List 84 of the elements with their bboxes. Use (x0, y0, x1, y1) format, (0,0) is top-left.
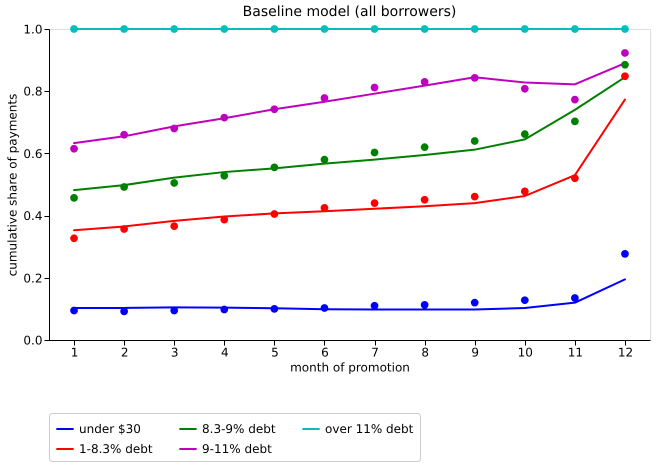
point (270, 164, 278, 172)
y-tick-label: 0.2 (23, 271, 42, 286)
point (320, 156, 328, 164)
point (370, 199, 378, 208)
point (320, 94, 328, 102)
x-tick-label: 2 (120, 346, 128, 360)
x-tick-label: 10 (518, 346, 533, 360)
point (120, 183, 128, 191)
point (170, 25, 178, 33)
x-tick-label: 1 (70, 346, 78, 360)
point (220, 216, 228, 224)
point (270, 305, 278, 313)
point (520, 130, 529, 138)
x-tick-label: 5 (271, 346, 279, 360)
point (220, 306, 228, 314)
legend-label: 8.3-9% debt (202, 422, 276, 436)
x-tick-label: 7 (371, 346, 379, 360)
y-axis-title: cumulative share of payments (5, 94, 20, 276)
legend-label: 1-8.3% debt (79, 442, 153, 456)
point (270, 25, 278, 33)
line-series (73, 98, 626, 232)
point (520, 296, 529, 304)
point (470, 298, 479, 307)
point (220, 114, 228, 122)
point (520, 187, 529, 196)
point (120, 225, 128, 233)
point (571, 174, 579, 182)
point (370, 148, 378, 156)
x-tick-label: 12 (618, 346, 634, 360)
point (470, 25, 479, 33)
point (120, 130, 128, 139)
point (420, 300, 428, 309)
point (420, 78, 428, 86)
point (520, 84, 529, 93)
y-tick-label: 0.8 (23, 84, 42, 99)
point (571, 96, 579, 104)
legend-label: under $30 (79, 422, 141, 436)
point (70, 234, 78, 242)
point (320, 25, 328, 33)
x-tick-label: 11 (568, 346, 584, 360)
point (220, 172, 228, 180)
point (220, 25, 228, 33)
y-tick-label: 0.0 (23, 334, 42, 348)
legend-label: 9-11% debt (202, 442, 272, 456)
point (170, 222, 178, 230)
point (320, 304, 328, 312)
point (420, 25, 428, 33)
point (170, 179, 178, 187)
point (621, 250, 629, 258)
point (70, 25, 78, 33)
point (621, 49, 629, 57)
point (420, 196, 428, 204)
x-tick-label: 3 (170, 346, 179, 360)
x-tick-label: 9 (471, 346, 480, 360)
point (70, 194, 78, 202)
y-tick-label: 0.4 (23, 209, 42, 224)
chart-title: Baseline model (all borrowers) (242, 4, 456, 20)
point (470, 137, 479, 145)
point (270, 105, 278, 114)
y-tick-label: 0.6 (23, 146, 42, 161)
point (120, 308, 128, 316)
point (621, 60, 629, 69)
x-tick-label: 6 (321, 346, 329, 360)
x-tick-label: 4 (220, 346, 229, 360)
point (370, 25, 378, 33)
legend-label: over 11% debt (325, 422, 414, 436)
point (571, 118, 579, 126)
point (571, 25, 579, 33)
point (270, 210, 278, 218)
point (571, 294, 579, 302)
point (621, 25, 629, 33)
point (420, 143, 428, 152)
point (70, 144, 78, 153)
point (621, 72, 629, 80)
y-tick-label: 1.0 (23, 22, 42, 36)
point (470, 74, 479, 82)
point (170, 124, 178, 132)
x-tick-label: 8 (421, 346, 429, 360)
point (70, 306, 78, 314)
point (520, 25, 529, 33)
point (370, 84, 378, 92)
point (470, 192, 479, 200)
point (120, 25, 128, 33)
x-axis-title: month of promotion (290, 360, 410, 374)
